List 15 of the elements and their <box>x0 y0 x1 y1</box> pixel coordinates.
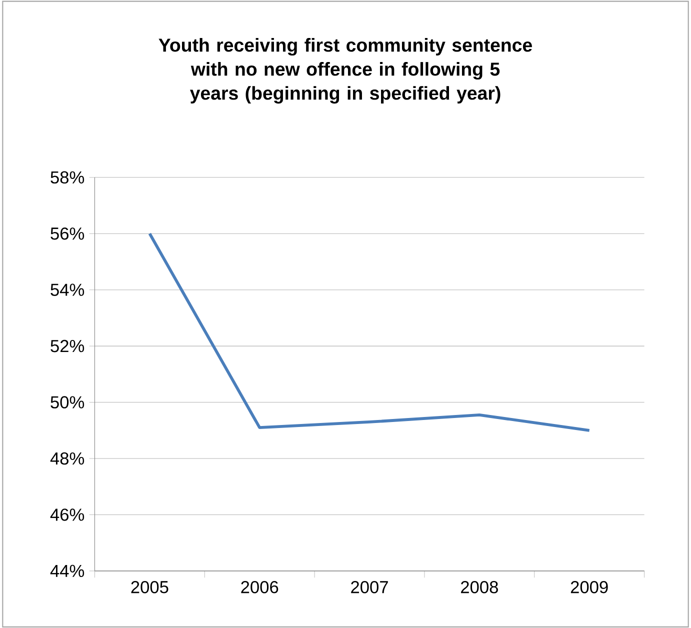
y-tick-label: 44% <box>50 564 84 577</box>
y-tick-label: 48% <box>50 452 84 464</box>
y-tick-label: 58% <box>50 171 84 184</box>
y-tick-label: 52% <box>50 340 84 352</box>
y-tick-label: 46% <box>50 508 84 521</box>
x-tick-label: 2008 <box>461 580 498 594</box>
chart-title: Youth receiving first community sentence with no new offence in following 5 years (beginning in specified year) <box>158 38 532 104</box>
x-tick-label: 2009 <box>570 580 608 594</box>
y-tick-label: 50% <box>50 396 84 408</box>
y-tick-label: 54% <box>50 284 84 296</box>
line-series <box>148 232 591 432</box>
x-tick-label: 2006 <box>241 580 278 594</box>
y-tick-label: 56% <box>50 227 84 240</box>
x-tick-label: 2005 <box>131 580 168 594</box>
x-tick-label: 2007 <box>351 580 388 594</box>
